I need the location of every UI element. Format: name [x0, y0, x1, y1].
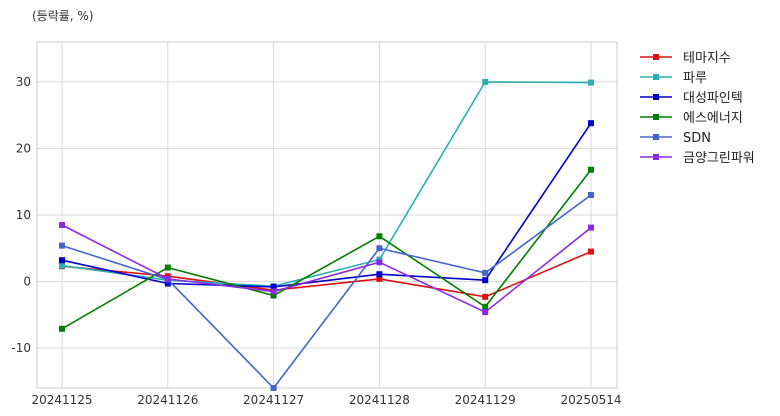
- y-tick-label: 30: [16, 75, 31, 89]
- legend-label: 테마지수: [683, 51, 731, 66]
- x-tick-label: 20241129: [455, 393, 516, 407]
- legend-label: 금양그린파워: [683, 151, 755, 166]
- series-line: [61, 169, 592, 330]
- legend-label: 에스에너지: [683, 111, 743, 126]
- data-point: [376, 259, 383, 266]
- data-point: [164, 264, 171, 271]
- x-tick-label: 20241127: [243, 393, 304, 407]
- legend-item: 파루: [640, 71, 707, 86]
- series-lines: [59, 78, 594, 391]
- data-point: [588, 120, 594, 127]
- x-tick-label: 20241126: [137, 393, 198, 407]
- data-point: [482, 277, 489, 284]
- series-line: [61, 81, 592, 288]
- data-point: [59, 221, 65, 228]
- data-point: [270, 292, 277, 299]
- legend-label: SDN: [683, 131, 711, 146]
- series-line: [61, 194, 592, 390]
- x-tick-label: 20241125: [31, 393, 92, 407]
- x-tick-label: 20241128: [349, 393, 410, 407]
- data-point: [164, 275, 171, 282]
- data-point: [376, 271, 383, 278]
- series-line: [61, 224, 592, 314]
- data-point: [482, 293, 489, 300]
- legend-item: 테마지수: [640, 51, 731, 66]
- y-tick-label: 0: [23, 275, 31, 289]
- legend-item: 에스에너지: [640, 111, 743, 126]
- legend-label: 파루: [683, 71, 707, 86]
- data-point: [59, 257, 65, 264]
- data-point: [482, 309, 489, 316]
- legend-item: SDN: [640, 131, 711, 146]
- legend-label: 대성파인텍: [683, 91, 743, 106]
- x-tick-label: 20250514: [560, 393, 621, 407]
- grid: [37, 42, 617, 388]
- legend-marker: [653, 114, 659, 120]
- y-tick-label: -10: [11, 341, 31, 355]
- data-point: [588, 79, 594, 86]
- y-axis-ticks: -10 0 10 20 30: [11, 75, 31, 355]
- legend-item: 대성파인텍: [640, 91, 743, 106]
- data-point: [270, 385, 277, 391]
- y-tick-label: 20: [16, 141, 31, 155]
- data-point: [270, 283, 277, 290]
- data-point: [59, 242, 65, 249]
- legend-item: 금양그린파워: [640, 151, 755, 166]
- data-point: [588, 248, 594, 255]
- data-point: [482, 303, 489, 310]
- legend-marker: [653, 154, 659, 160]
- data-point: [376, 245, 383, 252]
- plot-frame: [36, 41, 618, 389]
- data-point: [59, 262, 65, 269]
- data-point: [588, 192, 594, 199]
- legend-marker: [653, 134, 659, 140]
- unit-label: (등락률, %): [32, 9, 94, 23]
- data-point: [270, 288, 277, 295]
- data-point: [482, 269, 489, 276]
- data-point: [588, 166, 594, 173]
- legend-marker: [653, 74, 659, 80]
- data-point: [164, 280, 171, 287]
- legend-marker: [653, 54, 659, 60]
- data-point: [482, 78, 489, 85]
- x-axis-ticks: 20241125 20241126 20241127 20241128 20241129…: [31, 393, 621, 407]
- series-line: [61, 122, 592, 288]
- legend-marker: [653, 94, 659, 100]
- y-tick-label: 10: [16, 208, 31, 222]
- data-point: [376, 233, 383, 240]
- data-point: [376, 275, 383, 282]
- data-point: [588, 224, 594, 231]
- data-point: [59, 325, 65, 332]
